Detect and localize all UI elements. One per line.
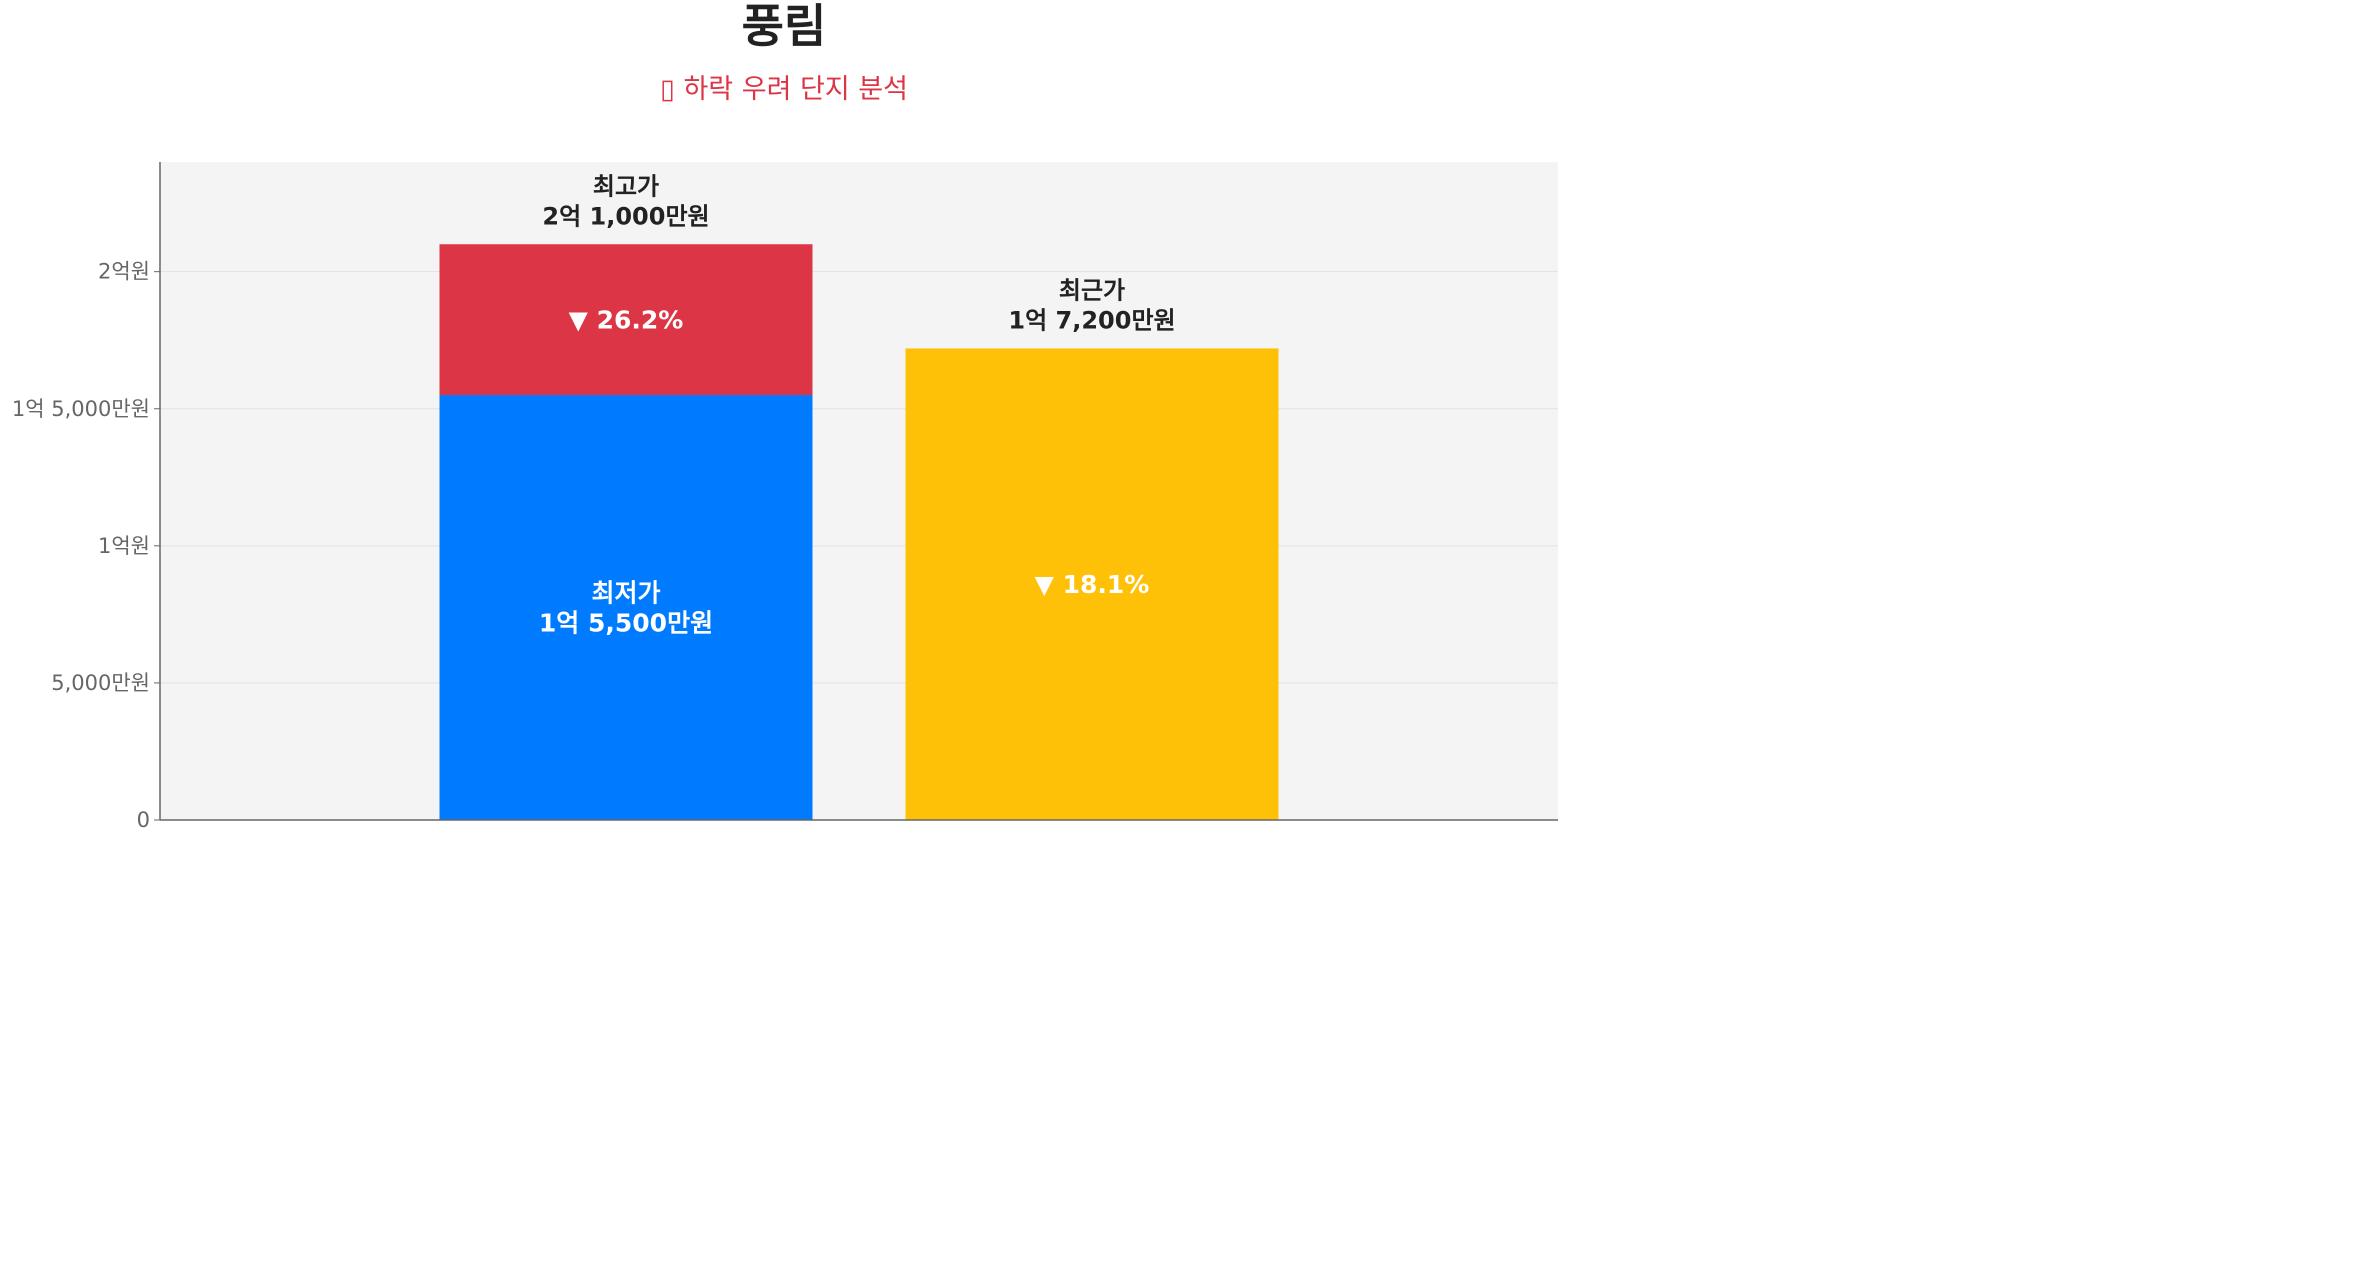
- y-tick-label: 0: [137, 808, 150, 832]
- bar-segment-label: ▼ 18.1%: [1035, 570, 1150, 599]
- y-tick-label: 5,000만원: [51, 671, 150, 695]
- bar-chart: 최저가 1억 5,500만원 ▼ 26.2% 최고가 2억 1,000만원 ▼ 18.1%…: [12, 162, 1558, 832]
- y-tick-label: 2억원: [98, 260, 150, 284]
- gridlines: [160, 271, 1558, 684]
- bar-top-label: 최고가 2억 1,000만원: [542, 172, 709, 230]
- bar-segment-최근가: [905, 348, 1279, 820]
- bar-segment-label: ▼ 26.2%: [569, 306, 684, 335]
- chart-title: 풍림: [741, 0, 827, 53]
- bar-segment-label: 최저가 1억 5,500만원: [539, 579, 713, 638]
- chart-subtitle: ▯ 하락 우려 단지 분석: [660, 74, 908, 105]
- bar-labels: 최저가 1억 5,500만원 ▼ 26.2% 최고가 2억 1,000만원 ▼ 18.1%…: [539, 172, 1176, 637]
- y-axis: 0 5,000만원 1억원 1억 5,000만원 2억원: [12, 162, 1558, 832]
- bar-segment-최저가: [439, 395, 813, 820]
- plot-area: [160, 162, 1558, 820]
- y-tick-label: 1억원: [98, 534, 150, 558]
- y-tick-label: 1억 5,000만원: [12, 397, 150, 421]
- bar-segment-하락폭: [439, 244, 813, 396]
- bars: [439, 244, 1279, 820]
- bar-top-label: 최근가 1억 7,200만원: [1008, 276, 1175, 334]
